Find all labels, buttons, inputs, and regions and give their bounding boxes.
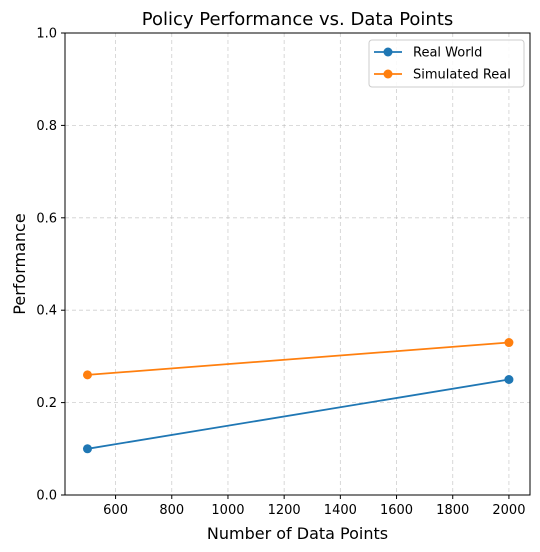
legend-box [368, 39, 525, 88]
chart-title: Policy Performance vs. Data Points [142, 9, 454, 30]
y-tick-label: 0.4 [36, 304, 57, 319]
x-tick-label: 1400 [324, 503, 357, 518]
plot-area-frame [64, 32, 531, 496]
y-tick-label: 0.2 [36, 396, 57, 411]
x-tick-label: 800 [159, 503, 184, 518]
series-1-point [82, 444, 92, 454]
grid [65, 32, 530, 496]
series-line-2 [87, 341, 509, 376]
y-tick-label: 0.0 [36, 489, 57, 504]
series-2-point [82, 370, 92, 380]
legend-label-2: Simulated Real [413, 68, 511, 83]
y-tick-label: 0.8 [36, 119, 57, 134]
legend-marker-2 [383, 69, 393, 79]
series-1-point [504, 375, 514, 384]
x-tick-label: 1200 [268, 503, 301, 518]
x-tick-label: 1600 [380, 503, 413, 518]
y-axis-ticks: 0.0 0.2 0.4 0.6 0.8 1.0 [36, 27, 65, 504]
series-2-point [504, 338, 514, 348]
series-line-1 [87, 378, 510, 450]
series-layer [82, 338, 514, 454]
legend-label-1: Real World [413, 46, 482, 61]
x-tick-label: 2000 [492, 503, 525, 518]
x-tick-label: 1800 [436, 503, 469, 518]
x-axis-label: Number of Data Points [207, 524, 388, 543]
legend-marker-1 [383, 47, 393, 57]
x-tick-label: 600 [103, 503, 128, 518]
x-axis-ticks: 600 800 1000 1200 1400 1600 1800 2000 [103, 495, 525, 518]
legend: Real World Simulated Real [368, 39, 525, 88]
y-axis-label: Performance [10, 213, 29, 314]
y-tick-label: 1.0 [36, 27, 57, 42]
x-tick-label: 1000 [211, 503, 244, 518]
y-tick-label: 0.6 [36, 211, 57, 226]
